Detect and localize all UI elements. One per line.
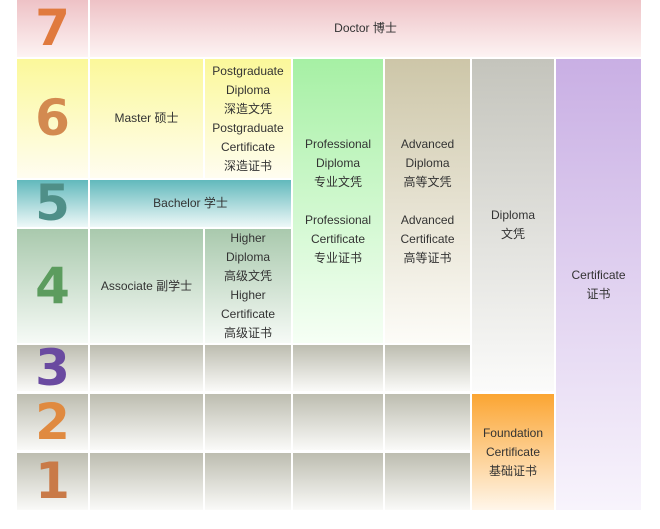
higher-cell-label: Higher Diploma 高级文凭 Higher Certificate 高级证书 [221, 229, 275, 343]
level-4-number: 4 [17, 229, 88, 343]
professional-cell: Professional Diploma 专业文凭 Professional Certi… [293, 59, 383, 343]
level-5-number: 5 [17, 178, 88, 228]
label-line: Certificate [485, 444, 540, 459]
label-line: 高级证书 [223, 326, 272, 340]
foundation-cell: Foundation Certificate 基础证书 [472, 394, 554, 510]
label-line: Certificate [400, 231, 455, 246]
label-line: Diploma [315, 155, 360, 170]
label-line [400, 192, 454, 211]
empty-cell [293, 345, 383, 391]
associate-cell-label: Associate 副学士 [100, 278, 193, 293]
professional-cell-label: Professional Diploma 专业文凭 Professional Certi… [305, 135, 371, 268]
label-line: 专业证书 [313, 250, 362, 265]
master-cell-label: Master 硕士 [114, 111, 179, 125]
postgraduate-cell: Postgraduate Diploma 深造文凭 Postgraduate Certi… [205, 59, 291, 178]
empty-cell [385, 345, 470, 391]
label-line: Professional [304, 136, 372, 151]
empty-cell [90, 345, 203, 391]
foundation-cell-label: Foundation Certificate 基础证书 [483, 424, 543, 481]
doctor-cell: Doctor 博士 [90, 0, 641, 57]
label-line: Postgraduate [212, 120, 284, 135]
label-line: 基础证书 [488, 463, 537, 478]
bachelor-cell: Bachelor 学士 [90, 180, 291, 227]
empty-cell [205, 394, 291, 450]
empty-cell [205, 345, 291, 391]
empty-cell [205, 453, 291, 510]
higher-cell: Higher Diploma 高级文凭 Higher Certificate 高级证书 [205, 229, 291, 343]
empty-cell [385, 394, 470, 450]
label-line: Certificate [571, 267, 626, 282]
label-line: 高级文凭 [223, 269, 272, 283]
label-line: Diploma [225, 82, 270, 97]
label-line: Certificate [220, 139, 275, 154]
level-3-number: 3 [17, 343, 88, 393]
bachelor-cell-label: Bachelor 学士 [153, 196, 228, 210]
doctor-cell-label: Doctor 博士 [334, 21, 397, 35]
label-line [305, 192, 371, 211]
label-line: Diploma [490, 208, 535, 222]
diploma-cell: Diploma 文凭 [472, 59, 554, 391]
label-line: Diploma [405, 155, 450, 170]
associate-cell: Associate 副学士 [90, 229, 203, 343]
label-line: Professional [304, 212, 372, 227]
level-2-number: 2 [17, 394, 88, 450]
empty-cell [90, 394, 203, 450]
label-line: Higher [230, 231, 266, 245]
label-line: Advanced [400, 136, 455, 151]
label-line: 专业文凭 [313, 174, 362, 189]
label-line: 深造文凭 [223, 101, 272, 116]
level-6-number: 6 [17, 59, 88, 178]
empty-cell [385, 453, 470, 510]
label-line: 文凭 [500, 227, 525, 241]
empty-cell [293, 453, 383, 510]
label-line: 高等证书 [403, 250, 452, 265]
label-line: Diploma [225, 250, 270, 264]
postgraduate-cell-label: Postgraduate Diploma 深造文凭 Postgraduate Certi… [212, 62, 283, 176]
label-line: 证书 [586, 286, 611, 301]
label-line: Higher [230, 288, 266, 302]
advanced-cell: Advanced Diploma 高等文凭 Advanced Certificate 高等… [385, 59, 470, 343]
empty-cell [293, 394, 383, 450]
label-line: Certificate [220, 307, 276, 321]
empty-cell [90, 453, 203, 510]
label-line: 深造证书 [223, 158, 272, 173]
level-7-number: 7 [17, 0, 88, 57]
level-1-number: 1 [17, 453, 88, 510]
certificate-cell: Certificate 证书 [556, 59, 641, 510]
label-line: Certificate [310, 231, 365, 246]
label-line: Advanced [400, 212, 455, 227]
master-cell: Master 硕士 [90, 59, 203, 178]
certificate-cell-label: Certificate 证书 [571, 266, 625, 304]
label-line: Foundation [482, 425, 544, 440]
label-line: Postgraduate [212, 63, 284, 78]
advanced-cell-label: Advanced Diploma 高等文凭 Advanced Certificate 高等… [400, 135, 454, 268]
diploma-cell-label: Diploma 文凭 [491, 206, 535, 244]
label-line: 高等文凭 [403, 174, 452, 189]
